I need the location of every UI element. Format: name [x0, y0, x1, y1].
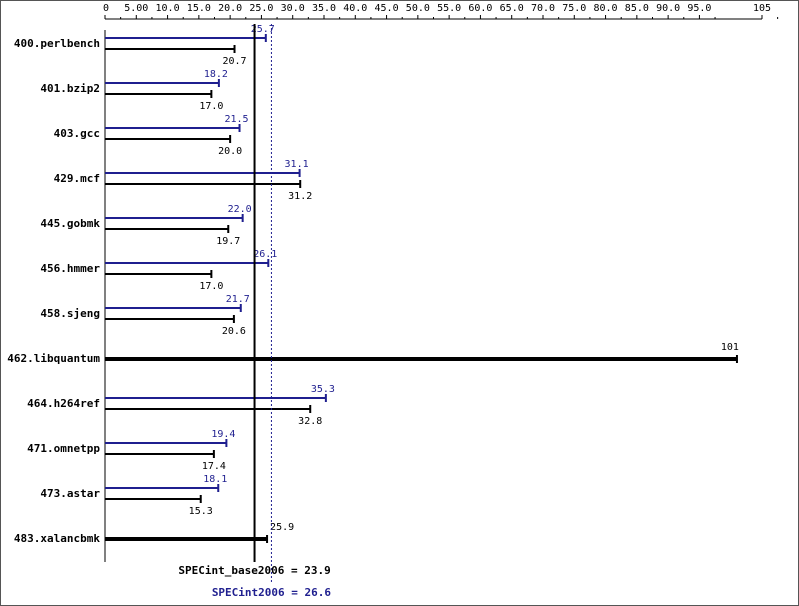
x-tick-label: 35.0 — [312, 3, 336, 14]
x-tick-label: 60.0 — [468, 3, 492, 14]
benchmark-label: 464.h264ref — [27, 397, 100, 410]
x-tick-label: 25.0 — [249, 3, 273, 14]
combined-value-label: 101 — [721, 342, 739, 353]
peak-value-label: 22.0 — [228, 204, 252, 215]
x-tick-label: 40.0 — [343, 3, 367, 14]
x-tick-label: 0 — [103, 3, 109, 14]
peak-value-label: 31.1 — [285, 159, 309, 170]
base-value-label: 20.7 — [222, 56, 246, 67]
x-tick-label: 5.00 — [124, 3, 148, 14]
x-tick-label: 45.0 — [375, 3, 399, 14]
base-value-label: 17.0 — [199, 281, 223, 292]
x-tick-label: 85.0 — [625, 3, 649, 14]
x-tick-label: 20.0 — [218, 3, 242, 14]
base-value-label: 15.3 — [189, 506, 213, 517]
peak-value-label: 26.1 — [253, 249, 277, 260]
base-value-label: 31.2 — [288, 191, 312, 202]
peak-value-label: 35.3 — [311, 384, 335, 395]
benchmark-label: 401.bzip2 — [40, 82, 100, 95]
base-value-label: 19.7 — [216, 236, 240, 247]
peak-value-label: 21.5 — [224, 114, 248, 125]
x-tick-label: 50.0 — [406, 3, 430, 14]
peak-value-label: 19.4 — [211, 429, 235, 440]
benchmark-label: 473.astar — [40, 487, 100, 500]
benchmark-label: 483.xalancbmk — [14, 532, 100, 545]
combined-value-label: 25.9 — [270, 522, 294, 533]
benchmark-label: 429.mcf — [54, 172, 100, 185]
base-value-label: 20.6 — [222, 326, 246, 337]
peak-summary-label: SPECint2006 = 26.6 — [212, 586, 332, 599]
x-tick-label: 70.0 — [531, 3, 555, 14]
benchmark-label: 403.gcc — [54, 127, 100, 140]
base-value-label: 17.4 — [202, 461, 226, 472]
x-tick-label: 10.0 — [156, 3, 180, 14]
peak-value-label: 25.7 — [251, 24, 275, 35]
x-tick-label: 65.0 — [500, 3, 524, 14]
x-tick-label: 90.0 — [656, 3, 680, 14]
x-tick-label: 80.0 — [594, 3, 618, 14]
x-tick-label: 30.0 — [281, 3, 305, 14]
x-tick-label: 95.0 — [687, 3, 711, 14]
base-value-label: 20.0 — [218, 146, 242, 157]
benchmark-label: 456.hmmer — [40, 262, 100, 275]
benchmark-label: 400.perlbench — [14, 37, 100, 50]
base-summary-label: SPECint_base2006 = 23.9 — [178, 564, 330, 577]
x-tick-label: 105 — [753, 3, 771, 14]
x-tick-label: 75.0 — [562, 3, 586, 14]
benchmark-label: 471.omnetpp — [27, 442, 100, 455]
benchmark-label: 458.sjeng — [40, 307, 100, 320]
base-value-label: 17.0 — [199, 101, 223, 112]
peak-value-label: 18.2 — [204, 69, 228, 80]
benchmark-label: 445.gobmk — [40, 217, 100, 230]
base-value-label: 32.8 — [298, 416, 322, 427]
x-tick-label: 15.0 — [187, 3, 211, 14]
x-tick-label: 55.0 — [437, 3, 461, 14]
benchmark-label: 462.libquantum — [7, 352, 100, 365]
peak-value-label: 21.7 — [226, 294, 250, 305]
peak-value-label: 18.1 — [203, 474, 227, 485]
